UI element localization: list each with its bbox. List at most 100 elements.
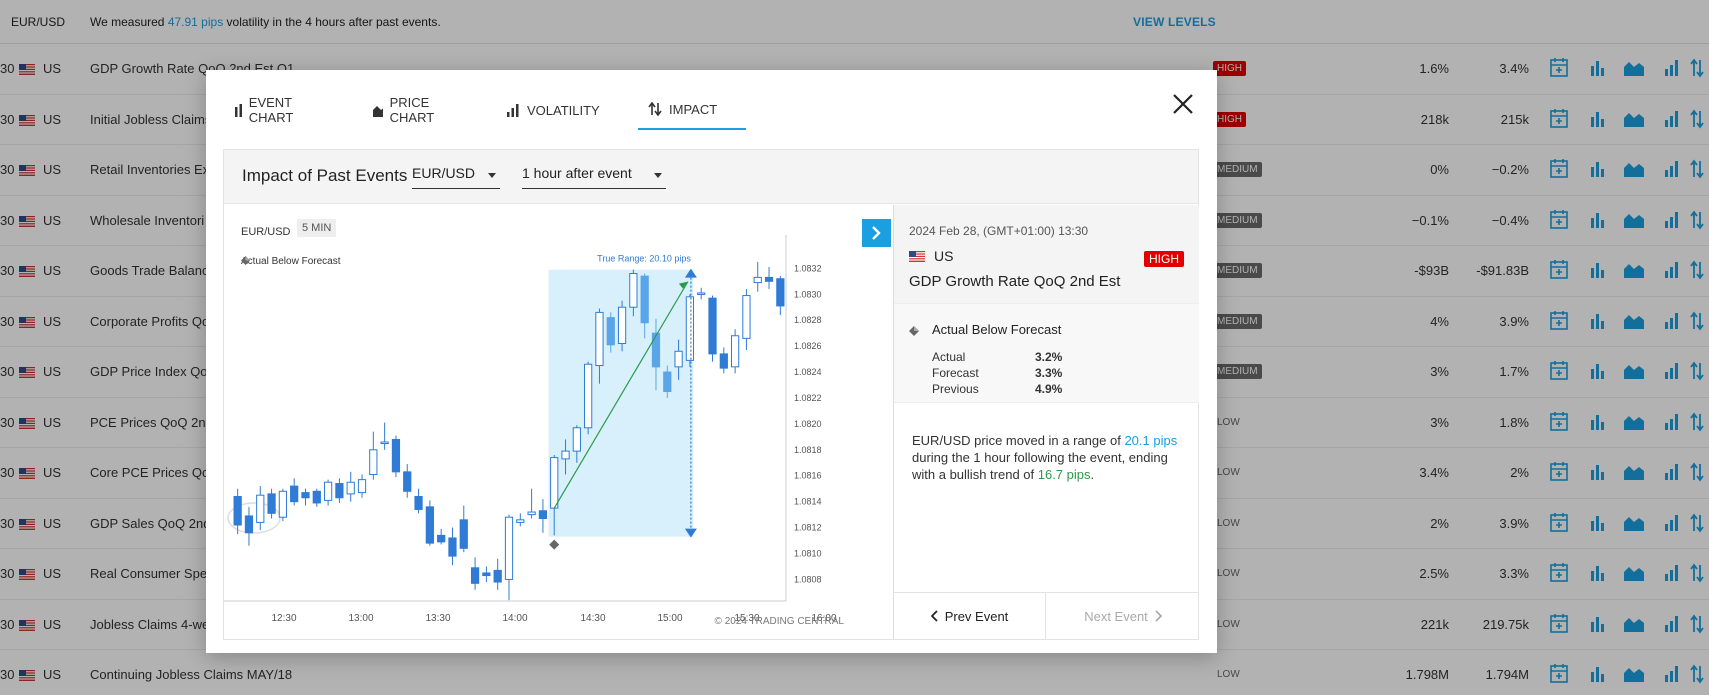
candle-body xyxy=(629,273,638,308)
row-time: 30 xyxy=(0,313,15,329)
row-actions[interactable] xyxy=(1548,157,1708,181)
row-country: US xyxy=(43,263,62,278)
row-time: 30 xyxy=(0,465,15,480)
candle-body xyxy=(584,363,593,429)
x-tick-label: 14:00 xyxy=(502,613,527,624)
event-detail-header: 2024 Feb 28, (GMT+01:00) 13:30 US HIGH G… xyxy=(894,205,1199,303)
us-flag-icon xyxy=(19,669,35,681)
impact-badge: HIGH xyxy=(1213,61,1246,76)
candle-body xyxy=(561,450,570,460)
y-tick-label: 1.0814 xyxy=(794,497,822,507)
row-forecast: −0.2% xyxy=(1491,162,1529,177)
row-actions[interactable] xyxy=(1548,359,1708,383)
x-tick-label: 13:30 xyxy=(425,613,450,624)
chart-next-button[interactable] xyxy=(862,219,891,247)
impact-badge: LOW xyxy=(1217,568,1240,579)
close-button[interactable] xyxy=(1169,90,1197,118)
pair-select[interactable]: EUR/USD xyxy=(412,163,500,189)
volatility-message: We measured 47.91 pips volatility in the… xyxy=(90,15,441,29)
previous-value: 4.9% xyxy=(1035,382,1063,396)
row-actual: 0% xyxy=(1430,162,1449,177)
row-event[interactable]: PCE Prices QoQ 2nd xyxy=(90,414,213,430)
tab-label: VOLATILITY xyxy=(527,102,600,118)
volatility-pips: 47.91 pips xyxy=(167,15,224,29)
row-time: 30 xyxy=(0,364,15,379)
impact-badge: LOW xyxy=(1217,416,1240,428)
x-tick-label: 14:30 xyxy=(580,613,605,624)
candle-body xyxy=(663,371,672,392)
row-event[interactable]: Jobless Claims 4-we xyxy=(90,616,210,632)
candle-body xyxy=(595,311,604,367)
candle-body xyxy=(742,295,751,339)
row-actions[interactable] xyxy=(1548,56,1708,80)
candle-body xyxy=(538,510,548,520)
candle-body xyxy=(244,515,254,534)
impact-description: EUR/USD price moved in a range of 20.1 p… xyxy=(912,432,1184,483)
row-actions[interactable] xyxy=(1548,561,1708,585)
row-event[interactable]: GDP Price Index Qo xyxy=(90,364,208,379)
row-actions[interactable] xyxy=(1548,107,1708,131)
impact-badge: LOW xyxy=(1217,618,1240,630)
row-country: US xyxy=(43,465,62,480)
candle-body xyxy=(312,490,321,504)
candle-body xyxy=(448,537,457,557)
row-event[interactable]: Continuing Jobless Claims MAY/18 xyxy=(90,667,293,682)
next-event-label: Next Event xyxy=(1084,608,1148,624)
row-actions[interactable] xyxy=(1548,612,1708,636)
up-down-arrows-icon xyxy=(648,102,662,116)
y-tick-label: 1.0822 xyxy=(794,393,822,403)
candle-body xyxy=(516,519,525,523)
us-flag-icon xyxy=(19,164,35,176)
row-actions[interactable] xyxy=(1548,460,1708,484)
window-select-value: 1 hour after event xyxy=(522,165,632,181)
x-tick-label: 16:00 xyxy=(811,613,836,624)
x-tick-label: 13:00 xyxy=(348,613,373,624)
desc-part-3: . xyxy=(1090,467,1095,482)
row-event[interactable]: Real Consumer Sper xyxy=(90,566,212,581)
close-icon xyxy=(1173,94,1193,114)
y-tick-label: 1.0824 xyxy=(794,367,822,377)
copyright: © 2024 TRADING CENTRAL xyxy=(714,616,844,627)
tab-event-chart[interactable]: EVENT CHART xyxy=(224,90,310,130)
row-actions[interactable] xyxy=(1548,309,1708,333)
actual-label: Actual xyxy=(932,350,966,364)
row-actions[interactable] xyxy=(1548,410,1708,434)
row-event[interactable]: Core PCE Prices Qo xyxy=(90,465,210,480)
trend-line xyxy=(553,281,689,509)
view-levels-link[interactable]: VIEW LEVELS xyxy=(1133,15,1216,29)
row-actions[interactable] xyxy=(1548,662,1708,686)
desc-trend: 16.7 pips xyxy=(1037,467,1091,482)
impact-panel: Impact of Past Events EUR/USD 1 hour aft… xyxy=(223,149,1199,640)
x-tick-label: 15:30 xyxy=(734,613,759,624)
row-actual: 218k xyxy=(1420,111,1449,127)
y-tick-label: 1.0826 xyxy=(794,341,822,351)
window-select[interactable]: 1 hour after event xyxy=(522,163,666,189)
tab-price-chart[interactable]: PRICE CHART xyxy=(362,90,452,130)
candle-body xyxy=(482,572,491,577)
row-event[interactable]: Wholesale Inventori xyxy=(90,212,205,228)
impact-badge: LOW xyxy=(1217,669,1240,680)
prev-event-button[interactable]: Prev Event xyxy=(894,593,1046,639)
row-event[interactable]: Retail Inventories Ex xyxy=(90,162,210,177)
table-row[interactable]: 30 US Continuing Jobless Claims MAY/18 LOW 1… xyxy=(0,650,1709,695)
x-tick-label: 12:30 xyxy=(271,613,296,624)
candle-body xyxy=(617,306,627,345)
candle-body xyxy=(651,332,661,368)
row-event[interactable]: Goods Trade Balanc xyxy=(90,263,209,278)
next-event-button[interactable]: Next Event xyxy=(1047,593,1199,639)
row-actions[interactable] xyxy=(1548,208,1708,232)
row-actual: -$93B xyxy=(1414,263,1449,278)
forecast-label: Forecast xyxy=(932,366,979,380)
panel-header: Impact of Past Events EUR/USD 1 hour aft… xyxy=(224,150,1198,204)
impact-badge: HIGH xyxy=(1213,111,1246,127)
row-event[interactable]: Corporate Profits Qo xyxy=(90,313,210,329)
tab-volatility[interactable]: VOLATILITY xyxy=(496,90,610,130)
candle-body xyxy=(708,297,717,355)
row-forecast: -$91.83B xyxy=(1476,263,1529,278)
row-event[interactable]: GDP Sales QoQ 2nd xyxy=(90,515,211,531)
tab-impact[interactable]: IMPACT xyxy=(638,90,746,130)
row-actions[interactable] xyxy=(1548,511,1708,535)
row-actions[interactable] xyxy=(1548,258,1708,282)
us-flag-icon xyxy=(19,63,35,75)
row-event[interactable]: Initial Jobless Claims xyxy=(90,111,212,127)
